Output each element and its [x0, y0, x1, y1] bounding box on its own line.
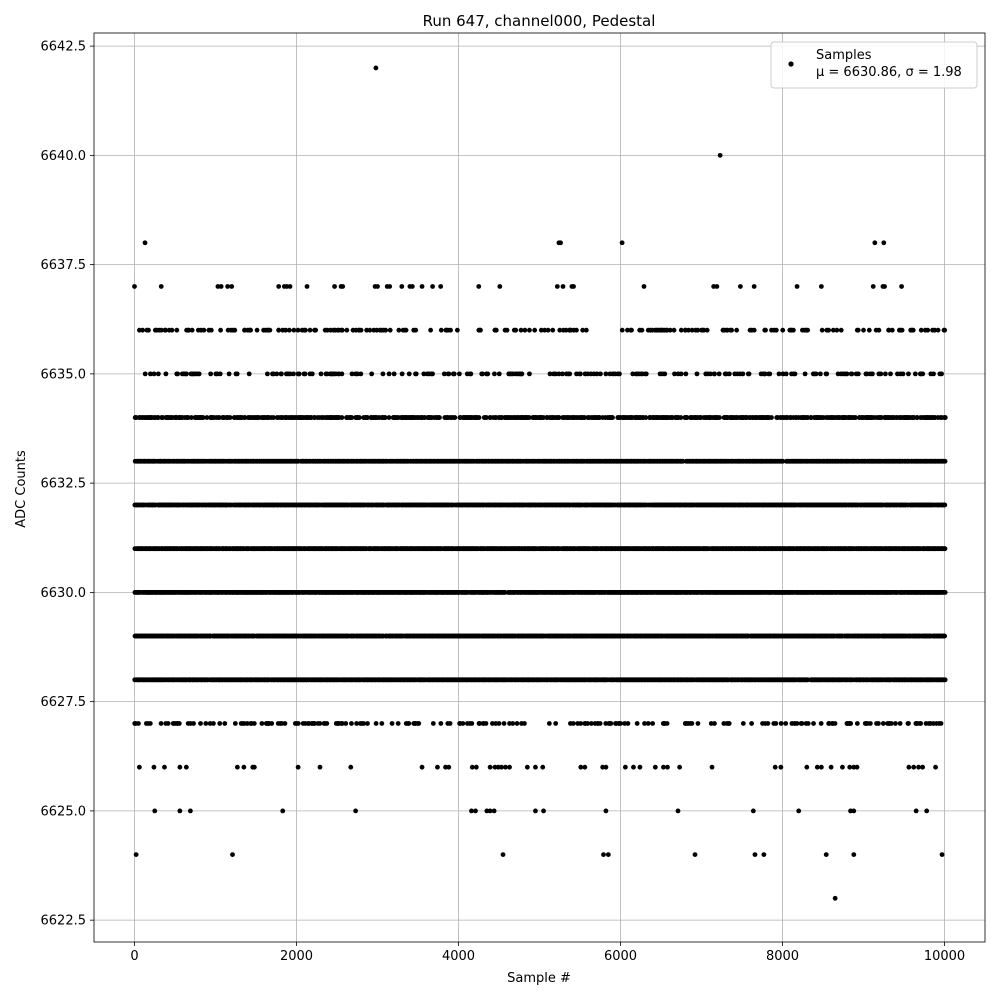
- sample-point: [942, 633, 948, 639]
- grid: [94, 33, 985, 942]
- data-points: [132, 65, 948, 901]
- sample-point: [942, 589, 948, 595]
- sample-point: [942, 458, 948, 464]
- sample-point: [942, 502, 948, 508]
- sample-point: [942, 546, 948, 552]
